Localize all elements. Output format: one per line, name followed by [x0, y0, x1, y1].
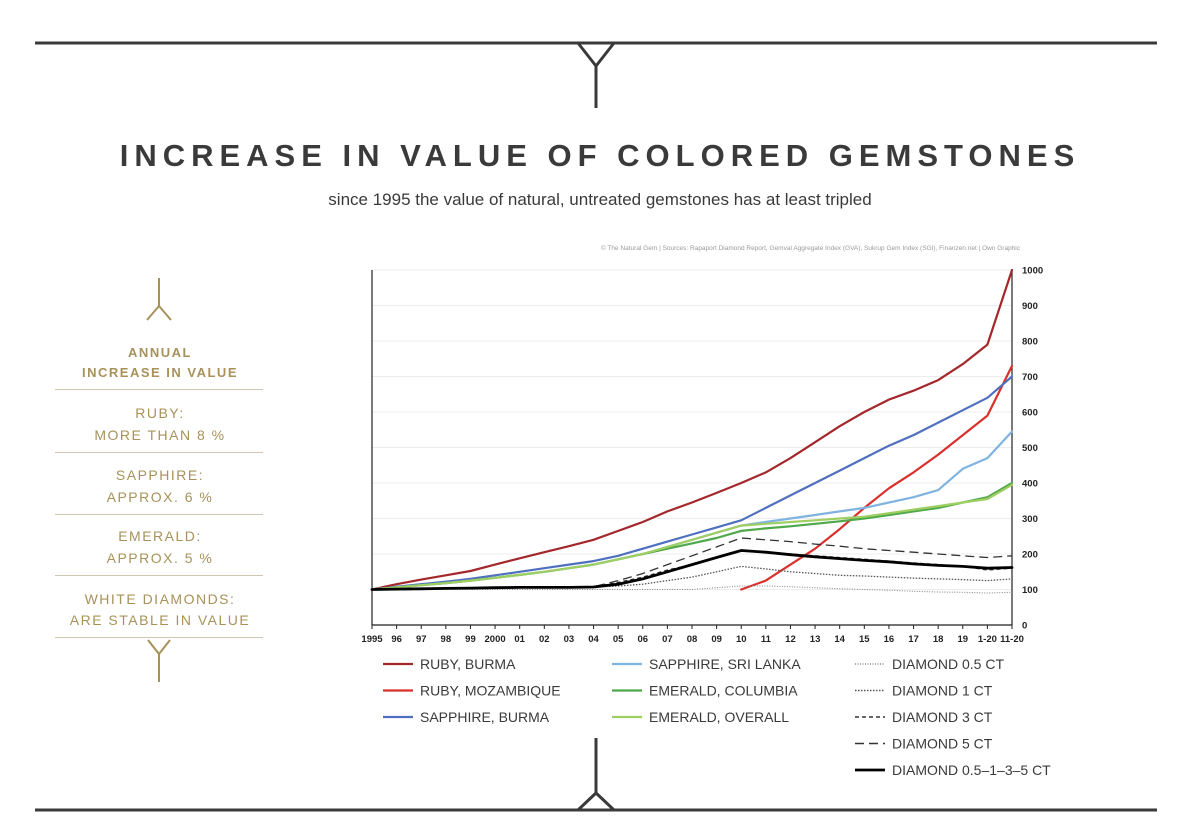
x-tick-label: 1995 [361, 634, 383, 645]
x-tick-label: 18 [933, 634, 944, 645]
sidebar-item-diamonds-value: ARE STABLE IN VALUE [69, 612, 251, 628]
y-tick-label: 500 [1022, 443, 1038, 454]
legend-label: DIAMOND 5 CT [892, 736, 993, 752]
page-subtitle: since 1995 the value of natural, untreat… [328, 190, 872, 209]
y-tick-label: 800 [1022, 337, 1038, 348]
x-tick-label: 16 [884, 634, 895, 645]
page-title: INCREASE IN VALUE OF COLORED GEMSTONES [119, 138, 1081, 173]
chart-legend: RUBY, BURMA RUBY, MOZAMBIQUE SAPPHIRE, BUR… [383, 656, 1051, 778]
y-tick-label: 900 [1022, 301, 1038, 312]
series-line-ruby-mozambique [740, 364, 1014, 591]
chart-axes: 0 100 200 300 400 500 600 700 800 900 1000 1995 96 97… [361, 266, 1043, 646]
y-tick-label: 0 [1022, 621, 1027, 632]
sidebar-divider [55, 389, 263, 390]
y-tick-label: 200 [1022, 550, 1038, 561]
sidebar-title-line1: ANNUAL [128, 345, 192, 360]
sidebar-item-emerald-name: EMERALD: [118, 528, 202, 544]
legend-label: RUBY, MOZAMBIQUE [420, 683, 561, 699]
legend-label: DIAMOND 0.5 CT [892, 656, 1004, 672]
sidebar-item-sapphire-name: SAPPHIRE: [115, 467, 205, 483]
series-line-emerald-overall [370, 483, 1014, 591]
series-line-diamond-1-ct [371, 565, 1013, 591]
y-tick-label: 600 [1022, 408, 1038, 419]
y-tick-label: 300 [1022, 514, 1038, 525]
series-line-diamond-0-5-ct [372, 585, 1013, 594]
x-tick-label: 01 [514, 634, 525, 645]
legend-label: DIAMOND 0.5–1–3–5 CT [892, 762, 1051, 778]
legend-label: SAPPHIRE, BURMA [420, 709, 550, 725]
x-tick-label: 04 [588, 634, 599, 645]
x-tick-label: 12 [785, 634, 796, 645]
y-tick-label: 1000 [1022, 266, 1043, 277]
x-tick-label: 08 [687, 634, 698, 645]
series-line-diamond-0-5-1-3-5-ct [370, 549, 1014, 591]
series-line-emerald-columbia [370, 481, 1014, 591]
x-tick-label: 98 [441, 634, 452, 645]
sidebar-divider [55, 575, 263, 576]
legend-label: EMERALD, OVERALL [649, 709, 789, 725]
x-tick-label: 99 [465, 634, 476, 645]
y-tick-label: 400 [1022, 479, 1038, 490]
sidebar-item-ruby-value: MORE THAN 8 % [94, 427, 226, 443]
x-tick-label: 17 [908, 634, 919, 645]
chart-grid [372, 269, 1012, 590]
x-tick-label: 13 [810, 634, 821, 645]
sidebar-item-diamonds-name: WHITE DIAMONDS: [84, 591, 236, 607]
y-tick-label: 700 [1022, 372, 1038, 383]
x-tick-label: 15 [859, 634, 870, 645]
x-tick-label: 11 [761, 634, 772, 645]
x-tick-label: 07 [662, 634, 673, 645]
x-tick-label: 05 [613, 634, 624, 645]
legend-label: DIAMOND 3 CT [892, 709, 993, 725]
sidebar-divider [55, 452, 263, 453]
series-line-ruby-burma [370, 268, 1014, 591]
x-tick-label: 06 [637, 634, 648, 645]
legend-label: SAPPHIRE, SRI LANKA [649, 656, 801, 672]
sidebar-divider [55, 637, 263, 638]
x-tick-label: 96 [391, 634, 402, 645]
x-tick-label: 09 [711, 634, 722, 645]
sidebar-item-ruby-name: RUBY: [135, 405, 185, 421]
sidebar-item-sapphire-value: APPROX. 6 % [106, 489, 214, 505]
sidebar-title-line2: INCREASE IN VALUE [82, 365, 238, 380]
x-tick-label: 97 [416, 634, 427, 645]
source-credit: © The Natural Gem | Sources: Rapaport Di… [600, 245, 1020, 252]
sidebar-divider [55, 514, 263, 515]
y-tick-label: 100 [1022, 585, 1038, 596]
x-tick-label: 10 [736, 634, 747, 645]
sidebar-item-emerald-value: APPROX. 5 % [106, 550, 214, 566]
x-tick-label: 2000 [485, 634, 506, 645]
legend-label: EMERALD, COLUMBIA [649, 683, 798, 699]
series-line-sapphire-burma [370, 375, 1014, 591]
x-tick-label: 03 [564, 634, 575, 645]
x-tick-label: 14 [834, 634, 845, 645]
legend-label: DIAMOND 1 CT [892, 683, 993, 699]
sidebar-top-fork-icon [146, 304, 172, 321]
x-tick-label: 19 [957, 634, 968, 645]
x-tick-label: 02 [539, 634, 550, 645]
x-tick-label: 11-20 [1000, 634, 1024, 645]
legend-label: RUBY, BURMA [420, 656, 516, 672]
chart-series [370, 268, 1014, 594]
x-tick-label: 1-20 [978, 634, 997, 645]
